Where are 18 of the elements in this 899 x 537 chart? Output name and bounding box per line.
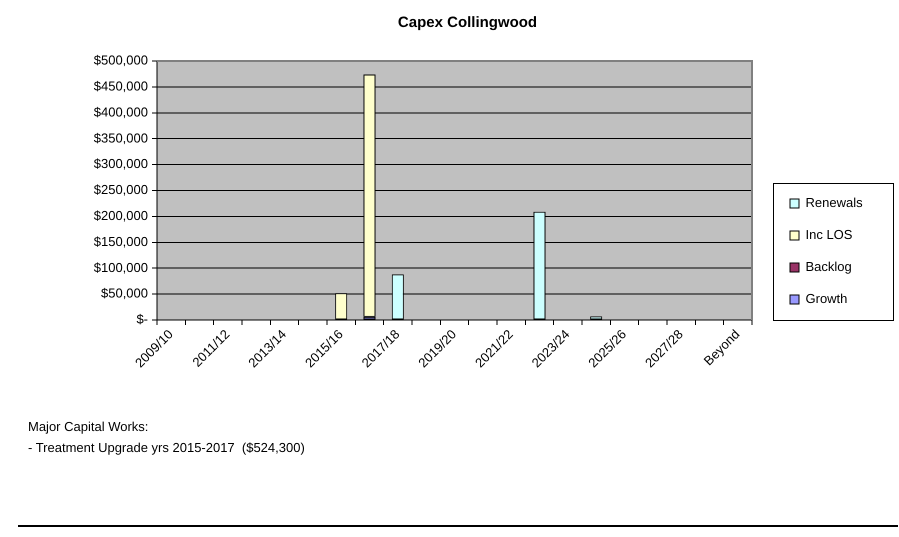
- y-tick-label: $200,000: [94, 208, 148, 223]
- text: - Treatment Upgrade yrs 2015-2017 ($524,300): [28, 439, 305, 457]
- y-tick-label: $450,000: [94, 78, 148, 94]
- y-tick-label: $350,000: [94, 130, 148, 146]
- legend-label: Renewals: [806, 195, 864, 210]
- y-tick-label: $100,000: [94, 260, 148, 275]
- legend-label: Inc LOS: [806, 227, 853, 242]
- legend-label: Growth: [806, 291, 848, 306]
- y-tick-label: $150,000: [94, 234, 148, 249]
- y-tick-label: $250,000: [94, 182, 148, 198]
- text: Major Capital Works:: [28, 418, 150, 436]
- chart-title: Capex Collingwood: [398, 14, 538, 32]
- y-tick-label: $400,000: [94, 104, 148, 120]
- y-tick-label: $-: [136, 312, 148, 327]
- y-tick-label: $50,000: [101, 286, 148, 301]
- y-tick-label: $300,000: [94, 156, 148, 172]
- y-tick-label: $500,000: [94, 52, 148, 68]
- legend-label: Backlog: [806, 259, 852, 274]
